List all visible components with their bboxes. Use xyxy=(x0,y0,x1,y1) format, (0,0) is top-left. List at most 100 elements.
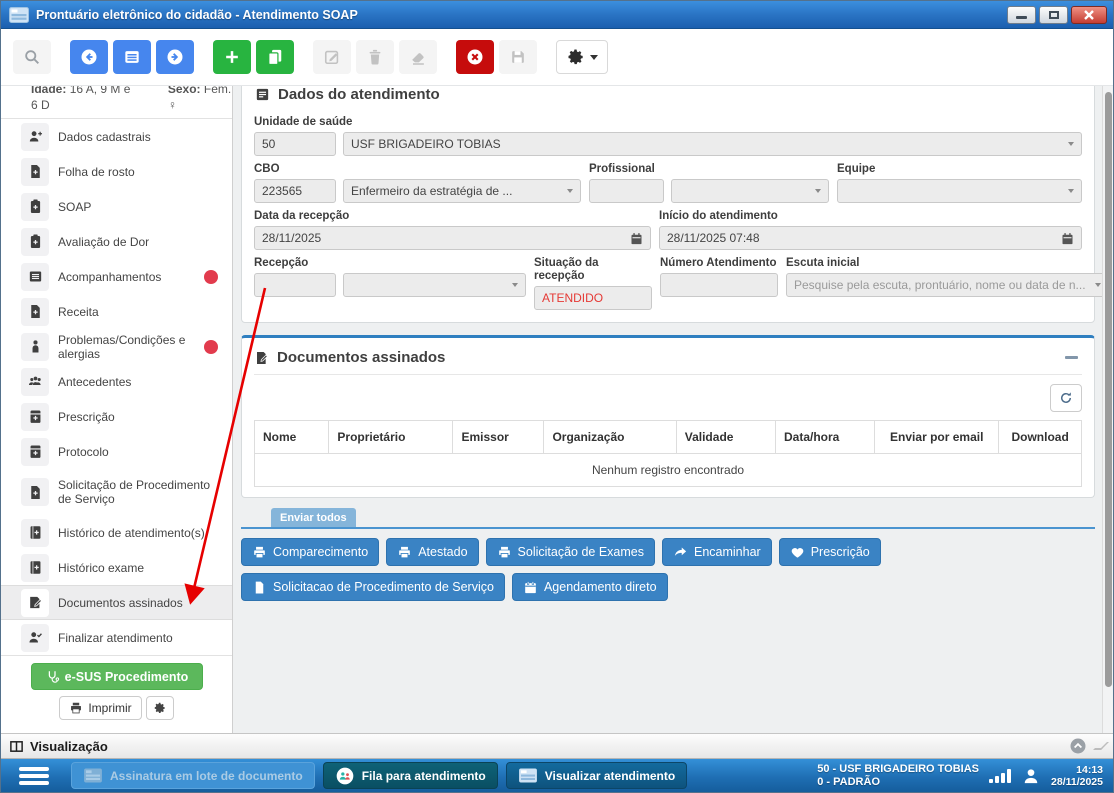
window-title: Prontuário eletrônico do cidadão - Atend… xyxy=(36,7,358,22)
sidebar-item-receita[interactable]: Receita xyxy=(1,294,232,329)
numero-atendimento-input[interactable] xyxy=(660,273,778,297)
col-download[interactable]: Download xyxy=(998,420,1082,454)
col-proprietario[interactable]: Proprietário xyxy=(328,420,454,454)
col-nome[interactable]: Nome xyxy=(253,420,330,454)
equipe-label: Equipe xyxy=(837,163,876,175)
recepcao-code-input[interactable] xyxy=(254,273,336,297)
printer-icon xyxy=(399,546,410,558)
maximize-button[interactable] xyxy=(1039,5,1068,24)
sidebar-item-soap[interactable]: SOAP xyxy=(1,189,232,224)
unidade-select[interactable]: USF BRIGADEIRO TOBIAS xyxy=(343,132,1082,156)
situacao-value: ATENDIDO xyxy=(534,286,652,310)
esus-procedimento-button[interactable]: e-SUS Procedimento xyxy=(30,663,203,690)
next-button[interactable] xyxy=(156,40,194,74)
recepcao-select[interactable] xyxy=(343,273,526,297)
imprimir-button[interactable]: Imprimir xyxy=(59,696,142,720)
sidebar-item-antecedentes[interactable]: Antecedentes xyxy=(1,364,232,399)
sidebar-item-avaliacao-de-dor[interactable]: Avaliação de Dor xyxy=(1,224,232,259)
sidebar-item-dados-cadastrais[interactable]: Dados cadastrais xyxy=(1,119,232,154)
enviar-todos-tab[interactable]: Enviar todos xyxy=(271,508,356,527)
task-fila-atendimento[interactable]: Fila para atendimento xyxy=(322,762,498,789)
col-organizacao[interactable]: Organização xyxy=(543,420,677,454)
chevron-up-circle-icon[interactable] xyxy=(1069,737,1087,755)
sidebar-item-problemas-alergias[interactable]: Problemas/Condições e alergias xyxy=(1,329,232,364)
escuta-select[interactable]: Pesquise pela escuta, prontuário, nome o… xyxy=(786,273,1109,297)
resize-grip[interactable] xyxy=(1093,742,1109,750)
edit-icon xyxy=(324,50,339,65)
profissional-select[interactable] xyxy=(671,179,829,203)
patient-sex: Sexo: Fem. ♀ xyxy=(167,86,232,112)
copy-button[interactable] xyxy=(256,40,294,74)
minimize-button[interactable] xyxy=(1007,5,1036,24)
forward-icon xyxy=(674,547,687,556)
edit-button[interactable] xyxy=(313,40,351,74)
unit-info: 50 - USF BRIGADEIRO TOBIAS 0 - PADRÃO xyxy=(817,763,979,789)
solicitacao-exames-button[interactable]: Solicitação de Exames xyxy=(485,538,655,566)
calendar-icon xyxy=(1062,233,1073,245)
person-icon xyxy=(21,332,49,361)
profissional-code-input[interactable] xyxy=(589,179,664,203)
task-assinatura-lote[interactable]: Assinatura em lote de documento xyxy=(71,762,315,789)
delete-button[interactable] xyxy=(356,40,394,74)
content-scrollbar[interactable] xyxy=(1102,86,1113,733)
data-recepcao-input[interactable]: 28/11/2025 xyxy=(254,226,651,250)
x-circle-icon xyxy=(467,49,483,65)
stethoscope-icon xyxy=(48,671,59,683)
sidebar-item-documentos-assinados[interactable]: Documentos assinados xyxy=(1,585,232,620)
col-datahora[interactable]: Data/hora xyxy=(774,420,876,454)
previous-button[interactable] xyxy=(70,40,108,74)
atestado-button[interactable]: Atestado xyxy=(386,538,479,566)
calendar-icon xyxy=(631,233,642,245)
minimize-icon xyxy=(1016,16,1027,19)
signal-bars-icon[interactable] xyxy=(989,768,1012,783)
queue-people-icon xyxy=(336,767,354,784)
solicitacao-procedimento-button[interactable]: Solicitacao de Procedimento de Serviço xyxy=(241,573,505,601)
inicio-label: Início do atendimento xyxy=(659,210,778,222)
user-icon[interactable] xyxy=(1021,766,1041,786)
search-button[interactable] xyxy=(13,40,51,74)
save-icon xyxy=(512,51,524,63)
file-icon xyxy=(255,581,264,593)
sidebar-item-acompanhamentos[interactable]: Acompanhamentos xyxy=(1,259,232,294)
sidebar-item-protocolo[interactable]: Protocolo xyxy=(1,434,232,469)
sidebar-item-finalizar-atendimento[interactable]: Finalizar atendimento xyxy=(1,620,232,655)
unidade-code-input[interactable]: 50 xyxy=(254,132,336,156)
send-all-tabbar: Enviar todos xyxy=(241,508,1095,529)
collapse-icon[interactable] xyxy=(1065,356,1078,359)
cbo-code-input[interactable]: 223565 xyxy=(254,179,336,203)
patient-age: Idade: 16 A, 9 M e 6 D xyxy=(31,86,131,112)
close-button[interactable] xyxy=(1071,5,1107,24)
sidebar-item-solicitacao-procedimento[interactable]: Solicitação de Procedimento de Serviço xyxy=(1,469,232,515)
search-icon xyxy=(25,50,39,64)
clear-button[interactable] xyxy=(399,40,437,74)
sidebar-item-historico-exame[interactable]: Histórico exame xyxy=(1,550,232,585)
task-visualizar-atendimento[interactable]: Visualizar atendimento xyxy=(505,762,688,789)
cancel-button[interactable] xyxy=(456,40,494,74)
equipe-select[interactable] xyxy=(837,179,1082,203)
cbo-select[interactable]: Enfermeiro da estratégia de ... xyxy=(343,179,581,203)
visualizacao-bar[interactable]: Visualização xyxy=(1,733,1113,759)
list-button[interactable] xyxy=(113,40,151,74)
save-button[interactable] xyxy=(499,40,537,74)
main-content: Dados do atendimento Unidade de saúde 50… xyxy=(233,86,1113,733)
eraser-icon xyxy=(412,53,424,65)
add-button[interactable] xyxy=(213,40,251,74)
print-settings-button[interactable] xyxy=(145,696,174,720)
sidebar-item-folha-de-rosto[interactable]: Folha de rosto xyxy=(1,154,232,189)
sidebar-item-prescricao[interactable]: Prescrição xyxy=(1,399,232,434)
col-emissor[interactable]: Emissor xyxy=(452,420,545,454)
col-enviar-email[interactable]: Enviar por email xyxy=(874,420,1000,454)
comparecimento-button[interactable]: Comparecimento xyxy=(241,538,380,566)
visualizacao-label: Visualização xyxy=(30,738,108,754)
refresh-button[interactable] xyxy=(1050,384,1082,412)
encaminhar-button[interactable]: Encaminhar xyxy=(661,538,772,566)
col-validade[interactable]: Validade xyxy=(675,420,776,454)
prescricao-button[interactable]: Prescrição xyxy=(778,538,881,566)
agendamento-direto-button[interactable]: Agendamento direto xyxy=(511,573,668,601)
settings-button[interactable] xyxy=(556,40,608,74)
inicio-input[interactable]: 28/11/2025 07:48 xyxy=(659,226,1082,250)
scrollbar-thumb[interactable] xyxy=(1104,92,1112,688)
menu-button[interactable] xyxy=(19,766,49,785)
sidebar-item-historico-atendimentos[interactable]: Histórico de atendimento(s) xyxy=(1,515,232,550)
person-check-icon xyxy=(21,623,49,652)
